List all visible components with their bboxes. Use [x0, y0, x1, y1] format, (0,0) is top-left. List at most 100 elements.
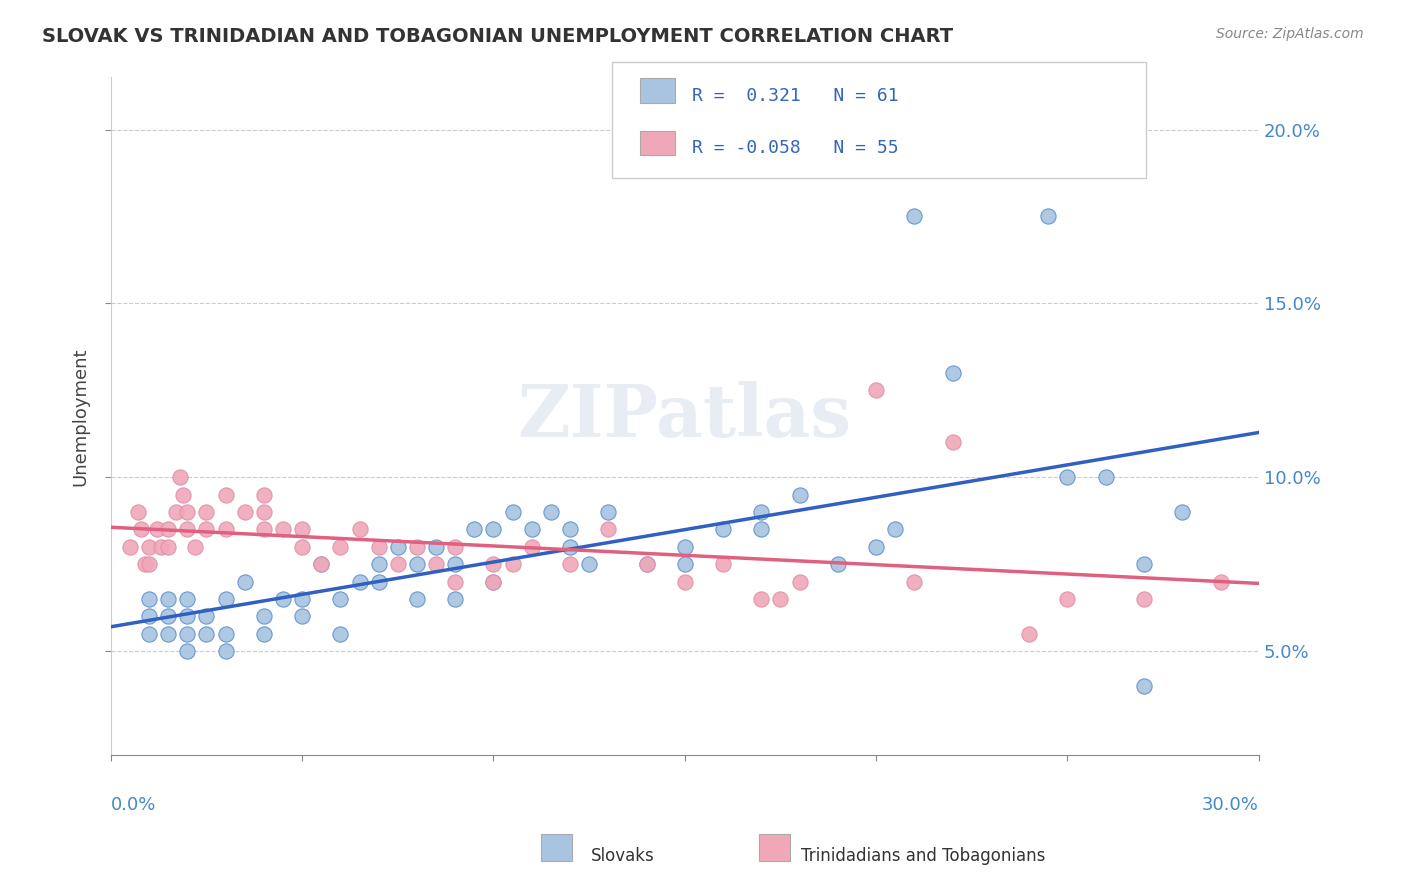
Point	[367, 557, 389, 571]
Point	[865, 384, 887, 398]
Point	[482, 574, 505, 589]
Point	[387, 557, 409, 571]
Point	[184, 540, 207, 554]
Point	[387, 540, 409, 554]
Point	[214, 488, 236, 502]
Point	[749, 591, 772, 606]
Point	[884, 522, 907, 536]
Point	[463, 522, 485, 536]
Point	[138, 557, 160, 571]
Point	[172, 488, 194, 502]
Y-axis label: Unemployment: Unemployment	[72, 347, 89, 485]
Point	[749, 505, 772, 519]
Text: ZIPatlas: ZIPatlas	[517, 381, 852, 452]
Point	[157, 626, 180, 640]
Point	[138, 540, 160, 554]
Point	[253, 609, 276, 624]
Point	[482, 522, 505, 536]
Point	[176, 505, 198, 519]
Point	[865, 540, 887, 554]
Point	[769, 591, 792, 606]
Point	[1133, 591, 1156, 606]
Point	[1056, 470, 1078, 484]
Point	[309, 557, 332, 571]
Point	[903, 574, 925, 589]
Point	[673, 574, 696, 589]
Point	[425, 557, 447, 571]
Point	[425, 540, 447, 554]
Point	[482, 574, 505, 589]
Point	[176, 644, 198, 658]
Point	[349, 574, 371, 589]
Point	[253, 488, 276, 502]
Point	[406, 557, 429, 571]
Point	[367, 574, 389, 589]
Point	[157, 540, 180, 554]
Point	[520, 540, 543, 554]
Point	[195, 505, 218, 519]
Point	[367, 540, 389, 554]
Point	[482, 557, 505, 571]
Point	[253, 522, 276, 536]
Point	[558, 557, 581, 571]
Point	[157, 591, 180, 606]
Point	[942, 366, 965, 380]
Point	[406, 540, 429, 554]
Point	[349, 522, 371, 536]
Point	[749, 522, 772, 536]
Text: 30.0%: 30.0%	[1202, 796, 1258, 814]
Point	[253, 505, 276, 519]
Point	[598, 522, 620, 536]
Point	[1094, 470, 1116, 484]
Point	[711, 557, 734, 571]
Point	[176, 522, 198, 536]
Point	[195, 609, 218, 624]
Point	[903, 210, 925, 224]
Point	[540, 505, 562, 519]
Point	[291, 540, 314, 554]
Point	[176, 609, 198, 624]
Point	[214, 626, 236, 640]
Point	[520, 522, 543, 536]
Point	[157, 609, 180, 624]
Point	[444, 574, 467, 589]
Text: R = -0.058   N = 55: R = -0.058 N = 55	[692, 139, 898, 157]
Point	[1133, 679, 1156, 693]
Point	[291, 591, 314, 606]
Point	[329, 626, 352, 640]
Point	[214, 644, 236, 658]
Point	[157, 522, 180, 536]
Text: SLOVAK VS TRINIDADIAN AND TOBAGONIAN UNEMPLOYMENT CORRELATION CHART: SLOVAK VS TRINIDADIAN AND TOBAGONIAN UNE…	[42, 27, 953, 45]
Point	[291, 522, 314, 536]
Point	[578, 557, 600, 571]
Point	[636, 557, 658, 571]
Point	[169, 470, 191, 484]
Point	[673, 540, 696, 554]
Point	[138, 591, 160, 606]
Point	[253, 626, 276, 640]
Point	[1056, 591, 1078, 606]
Point	[149, 540, 172, 554]
Point	[176, 591, 198, 606]
Point	[673, 557, 696, 571]
Point	[636, 557, 658, 571]
Point	[309, 557, 332, 571]
Point	[329, 591, 352, 606]
Point	[233, 505, 256, 519]
Point	[138, 626, 160, 640]
Point	[329, 540, 352, 554]
Point	[1018, 626, 1040, 640]
Point	[131, 522, 153, 536]
Text: R =  0.321   N = 61: R = 0.321 N = 61	[692, 87, 898, 105]
Point	[271, 591, 294, 606]
Text: Trinidadians and Tobagonians: Trinidadians and Tobagonians	[801, 847, 1046, 865]
Point	[165, 505, 187, 519]
Point	[1038, 210, 1060, 224]
Point	[271, 522, 294, 536]
Text: Slovaks: Slovaks	[591, 847, 654, 865]
Point	[502, 505, 524, 519]
Point	[406, 591, 429, 606]
Point	[1133, 557, 1156, 571]
Point	[1209, 574, 1232, 589]
Point	[134, 557, 156, 571]
